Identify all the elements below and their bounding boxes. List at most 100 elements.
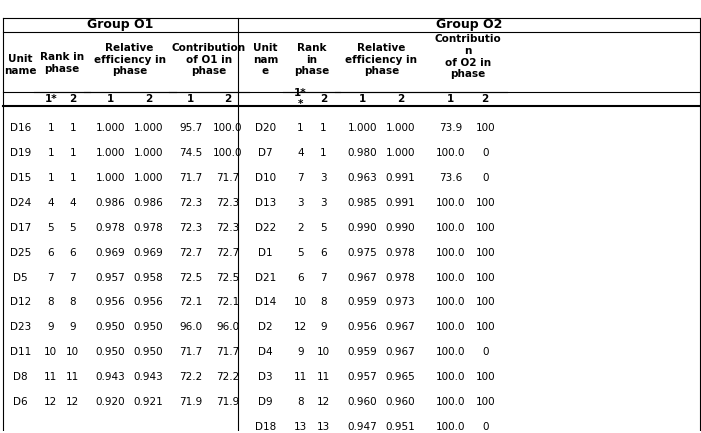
Text: 0.990: 0.990	[386, 223, 415, 233]
Text: 0: 0	[482, 148, 489, 158]
Text: 71.7: 71.7	[216, 347, 239, 357]
Text: 2: 2	[145, 94, 152, 103]
Text: Contribution
of O1 in
phase: Contribution of O1 in phase	[172, 43, 246, 76]
Text: 72.3: 72.3	[216, 198, 239, 208]
Text: Group O2: Group O2	[436, 19, 503, 32]
Text: D13: D13	[255, 198, 276, 208]
Text: 0.965: 0.965	[386, 372, 415, 382]
Text: 72.3: 72.3	[179, 223, 202, 233]
Text: D15: D15	[10, 173, 32, 183]
Text: 6: 6	[48, 248, 54, 258]
Text: 2: 2	[297, 223, 304, 233]
Text: 0.943: 0.943	[96, 372, 125, 382]
Text: 100: 100	[475, 297, 495, 307]
Text: D16: D16	[10, 123, 32, 133]
Text: 100: 100	[475, 397, 495, 407]
Text: D8: D8	[13, 372, 28, 382]
Text: 0.969: 0.969	[96, 248, 125, 258]
Text: 2: 2	[320, 94, 327, 103]
Text: 5: 5	[320, 223, 327, 233]
Text: 7: 7	[48, 272, 54, 282]
Text: 11: 11	[294, 372, 307, 382]
Text: 96.0: 96.0	[179, 322, 202, 333]
Text: D6: D6	[13, 397, 28, 407]
Text: 5: 5	[297, 248, 304, 258]
Text: 1.000: 1.000	[96, 123, 125, 133]
Text: 100.0: 100.0	[435, 372, 465, 382]
Text: D9: D9	[258, 397, 273, 407]
Text: 71.7: 71.7	[179, 347, 202, 357]
Text: 0.985: 0.985	[348, 198, 377, 208]
Text: 3: 3	[320, 198, 327, 208]
Text: 0.956: 0.956	[96, 297, 125, 307]
Text: 1.000: 1.000	[134, 123, 163, 133]
Text: 100.0: 100.0	[213, 123, 243, 133]
Text: 1.000: 1.000	[386, 148, 415, 158]
Text: 3: 3	[320, 173, 327, 183]
Text: D17: D17	[10, 223, 32, 233]
Text: 1: 1	[48, 123, 54, 133]
Text: 0.960: 0.960	[386, 397, 415, 407]
Text: 0.960: 0.960	[348, 397, 377, 407]
Text: 1: 1	[359, 94, 366, 103]
Text: 71.7: 71.7	[179, 173, 202, 183]
Text: 1: 1	[69, 123, 76, 133]
Text: 0.959: 0.959	[348, 347, 377, 357]
Text: 0.975: 0.975	[348, 248, 377, 258]
Text: D22: D22	[255, 223, 276, 233]
Text: 8: 8	[320, 297, 327, 307]
Text: 1: 1	[48, 173, 54, 183]
Text: D11: D11	[10, 347, 32, 357]
Text: 95.7: 95.7	[179, 123, 202, 133]
Text: 0.967: 0.967	[386, 347, 415, 357]
Text: Relative
efficiency in
phase: Relative efficiency in phase	[94, 43, 165, 76]
Text: 0.986: 0.986	[134, 198, 163, 208]
Text: 0.958: 0.958	[134, 272, 163, 282]
Text: 0.920: 0.920	[96, 397, 125, 407]
Text: 1: 1	[69, 173, 76, 183]
Text: 73.9: 73.9	[439, 123, 462, 133]
Text: 0.950: 0.950	[134, 322, 163, 333]
Text: 96.0: 96.0	[216, 322, 239, 333]
Text: 0.943: 0.943	[134, 372, 163, 382]
Text: 0.991: 0.991	[386, 173, 415, 183]
Text: 72.1: 72.1	[179, 297, 202, 307]
Text: 10: 10	[317, 347, 330, 357]
Text: D14: D14	[255, 297, 276, 307]
Text: D24: D24	[10, 198, 32, 208]
Text: 0: 0	[482, 173, 489, 183]
Text: Relative
efficiency in
phase: Relative efficiency in phase	[346, 43, 417, 76]
Text: 10: 10	[66, 347, 79, 357]
Text: 4: 4	[297, 148, 304, 158]
Text: 1.000: 1.000	[386, 123, 415, 133]
Text: 100.0: 100.0	[435, 397, 465, 407]
Text: 0.951: 0.951	[386, 422, 415, 432]
Text: 1: 1	[320, 148, 327, 158]
Text: 74.5: 74.5	[179, 148, 202, 158]
Text: 100: 100	[475, 198, 495, 208]
Text: 2: 2	[397, 94, 404, 103]
Text: D3: D3	[258, 372, 273, 382]
Text: Unit
nam
e: Unit nam e	[253, 43, 278, 76]
Text: 2: 2	[482, 94, 489, 103]
Text: 1.000: 1.000	[348, 123, 377, 133]
Text: Group O1: Group O1	[88, 19, 154, 32]
Text: 10: 10	[294, 297, 307, 307]
Text: 0: 0	[482, 347, 489, 357]
Text: 0.967: 0.967	[348, 272, 377, 282]
Text: 9: 9	[48, 322, 54, 333]
Text: 1*
*: 1* *	[294, 88, 307, 110]
Text: 0.956: 0.956	[348, 322, 377, 333]
Text: 1.000: 1.000	[96, 148, 125, 158]
Text: 4: 4	[48, 198, 54, 208]
Text: 0.963: 0.963	[348, 173, 377, 183]
Text: D12: D12	[10, 297, 32, 307]
Text: 0: 0	[482, 422, 489, 432]
Text: 100: 100	[475, 322, 495, 333]
Text: 5: 5	[48, 223, 54, 233]
Text: 4: 4	[69, 198, 76, 208]
Text: Contributio
n
of O2 in
phase: Contributio n of O2 in phase	[435, 34, 501, 79]
Text: 100.0: 100.0	[435, 347, 465, 357]
Text: 0.980: 0.980	[348, 148, 377, 158]
Text: 100: 100	[475, 272, 495, 282]
